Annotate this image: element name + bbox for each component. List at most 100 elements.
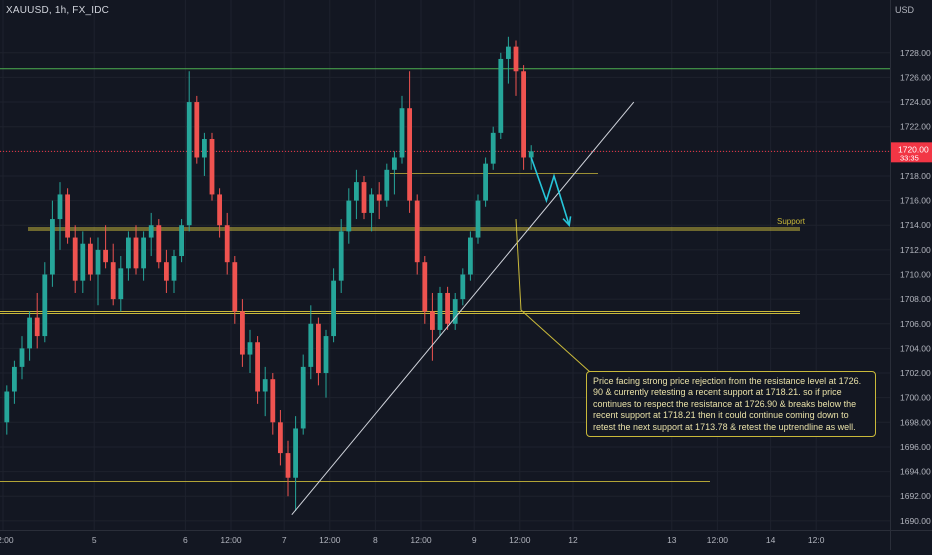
x-tick-label: 7 (282, 535, 287, 545)
analysis-note: Price facing strong price rejection from… (586, 371, 876, 438)
price-tag (891, 142, 932, 163)
candle-body[interactable] (521, 71, 526, 158)
support-label: Support (777, 217, 806, 226)
candle-body[interactable] (316, 323, 321, 374)
candle-body[interactable] (354, 182, 359, 201)
candle-body[interactable] (376, 194, 382, 201)
candle-body[interactable] (369, 194, 374, 213)
candle-body[interactable] (194, 102, 200, 158)
y-tick-label: 1708.00 (900, 294, 931, 304)
candle-body[interactable] (202, 139, 207, 158)
candle-body[interactable] (414, 200, 420, 263)
candle-body[interactable] (278, 422, 283, 454)
candle-body[interactable] (293, 428, 298, 478)
y-tick-label: 1692.00 (900, 491, 931, 501)
x-tick-label: 5 (92, 535, 97, 545)
y-tick-label: 1702.00 (900, 368, 931, 378)
candle-body[interactable] (285, 453, 291, 478)
candle-body[interactable] (27, 317, 32, 349)
candle-body[interactable] (34, 317, 40, 337)
x-tick-label: 12:00 (707, 535, 729, 545)
candle-body[interactable] (171, 256, 177, 281)
x-tick-label: 13 (667, 535, 677, 545)
price-tag-countdown: 33:35 (900, 153, 919, 162)
candle-body[interactable] (430, 311, 435, 330)
candle-body[interactable] (72, 237, 78, 281)
candle-body[interactable] (50, 219, 55, 275)
candle-body[interactable] (57, 194, 63, 220)
candle-body[interactable] (209, 139, 215, 195)
candle-body[interactable] (247, 342, 253, 355)
candle-body[interactable] (224, 225, 230, 263)
candle-body[interactable] (126, 237, 131, 269)
candle-body[interactable] (19, 348, 25, 367)
y-tick-label: 1694.00 (900, 467, 931, 477)
y-tick-label: 1712.00 (900, 245, 931, 255)
candle-body[interactable] (490, 132, 496, 164)
candle-body[interactable] (422, 262, 428, 312)
candle-body[interactable] (452, 299, 458, 324)
candle-body[interactable] (179, 225, 184, 257)
candle-body[interactable] (498, 58, 504, 133)
candle-body[interactable] (331, 280, 336, 337)
candle-body[interactable] (156, 225, 162, 263)
candle-body[interactable] (141, 237, 146, 269)
candle-body[interactable] (262, 379, 268, 392)
candle-body[interactable] (460, 274, 466, 300)
candle-body[interactable] (103, 249, 108, 263)
candle-body[interactable] (118, 268, 124, 300)
candle-body[interactable] (65, 194, 70, 238)
candle-body[interactable] (4, 391, 10, 423)
candle-body[interactable] (437, 292, 443, 330)
candle-body[interactable] (308, 323, 314, 367)
candle-body[interactable] (392, 157, 397, 170)
candle-body[interactable] (528, 151, 534, 158)
candle-body[interactable] (88, 243, 93, 275)
candle-body[interactable] (12, 366, 17, 392)
candle-body[interactable] (338, 231, 344, 281)
x-tick-label: 12:00 (509, 535, 531, 545)
x-tick-label: 8 (373, 535, 378, 545)
candle-body[interactable] (475, 200, 481, 238)
x-tick-label: 6 (183, 535, 188, 545)
candle-body[interactable] (506, 46, 511, 59)
candle-body[interactable] (300, 366, 306, 429)
candle-body[interactable] (399, 108, 405, 158)
y-tick-label: 1704.00 (900, 343, 931, 353)
candle-body[interactable] (133, 237, 139, 269)
candle-body[interactable] (468, 237, 473, 275)
candle-body[interactable] (95, 249, 101, 275)
candle-body[interactable] (384, 169, 390, 201)
uptrend-line[interactable] (291, 101, 635, 516)
candle-body[interactable] (255, 342, 260, 392)
candle-body[interactable] (445, 292, 450, 324)
candle-body[interactable] (513, 46, 519, 72)
candle-body[interactable] (186, 102, 192, 226)
candle-body[interactable] (407, 108, 412, 201)
y-tick-label: 1714.00 (900, 220, 931, 230)
price-tag-value: 1720.00 (898, 144, 929, 154)
y-tick-label: 1706.00 (900, 319, 931, 329)
candle-body[interactable] (80, 243, 86, 281)
candle-body[interactable] (270, 379, 276, 423)
candle-body[interactable] (42, 274, 48, 337)
candle-body[interactable] (361, 182, 367, 213)
candle-body[interactable] (323, 336, 329, 374)
candle-body[interactable] (217, 194, 222, 226)
candle-body[interactable] (483, 163, 488, 201)
y-tick-label: 1724.00 (900, 97, 931, 107)
candle-body[interactable] (232, 262, 238, 312)
x-tick-label: 12:0 (808, 535, 825, 545)
candle-body[interactable] (110, 262, 116, 300)
x-tick-label: 12:00 (0, 535, 14, 545)
x-tick-label: 12:00 (319, 535, 341, 545)
candle-body[interactable] (346, 200, 352, 232)
candle-body[interactable] (148, 225, 154, 238)
candle-body[interactable] (240, 311, 245, 355)
projection-arrowhead (562, 216, 572, 227)
currency-label: USD (894, 5, 914, 15)
candle-body[interactable] (164, 262, 169, 281)
y-tick-label: 1726.00 (900, 72, 931, 82)
